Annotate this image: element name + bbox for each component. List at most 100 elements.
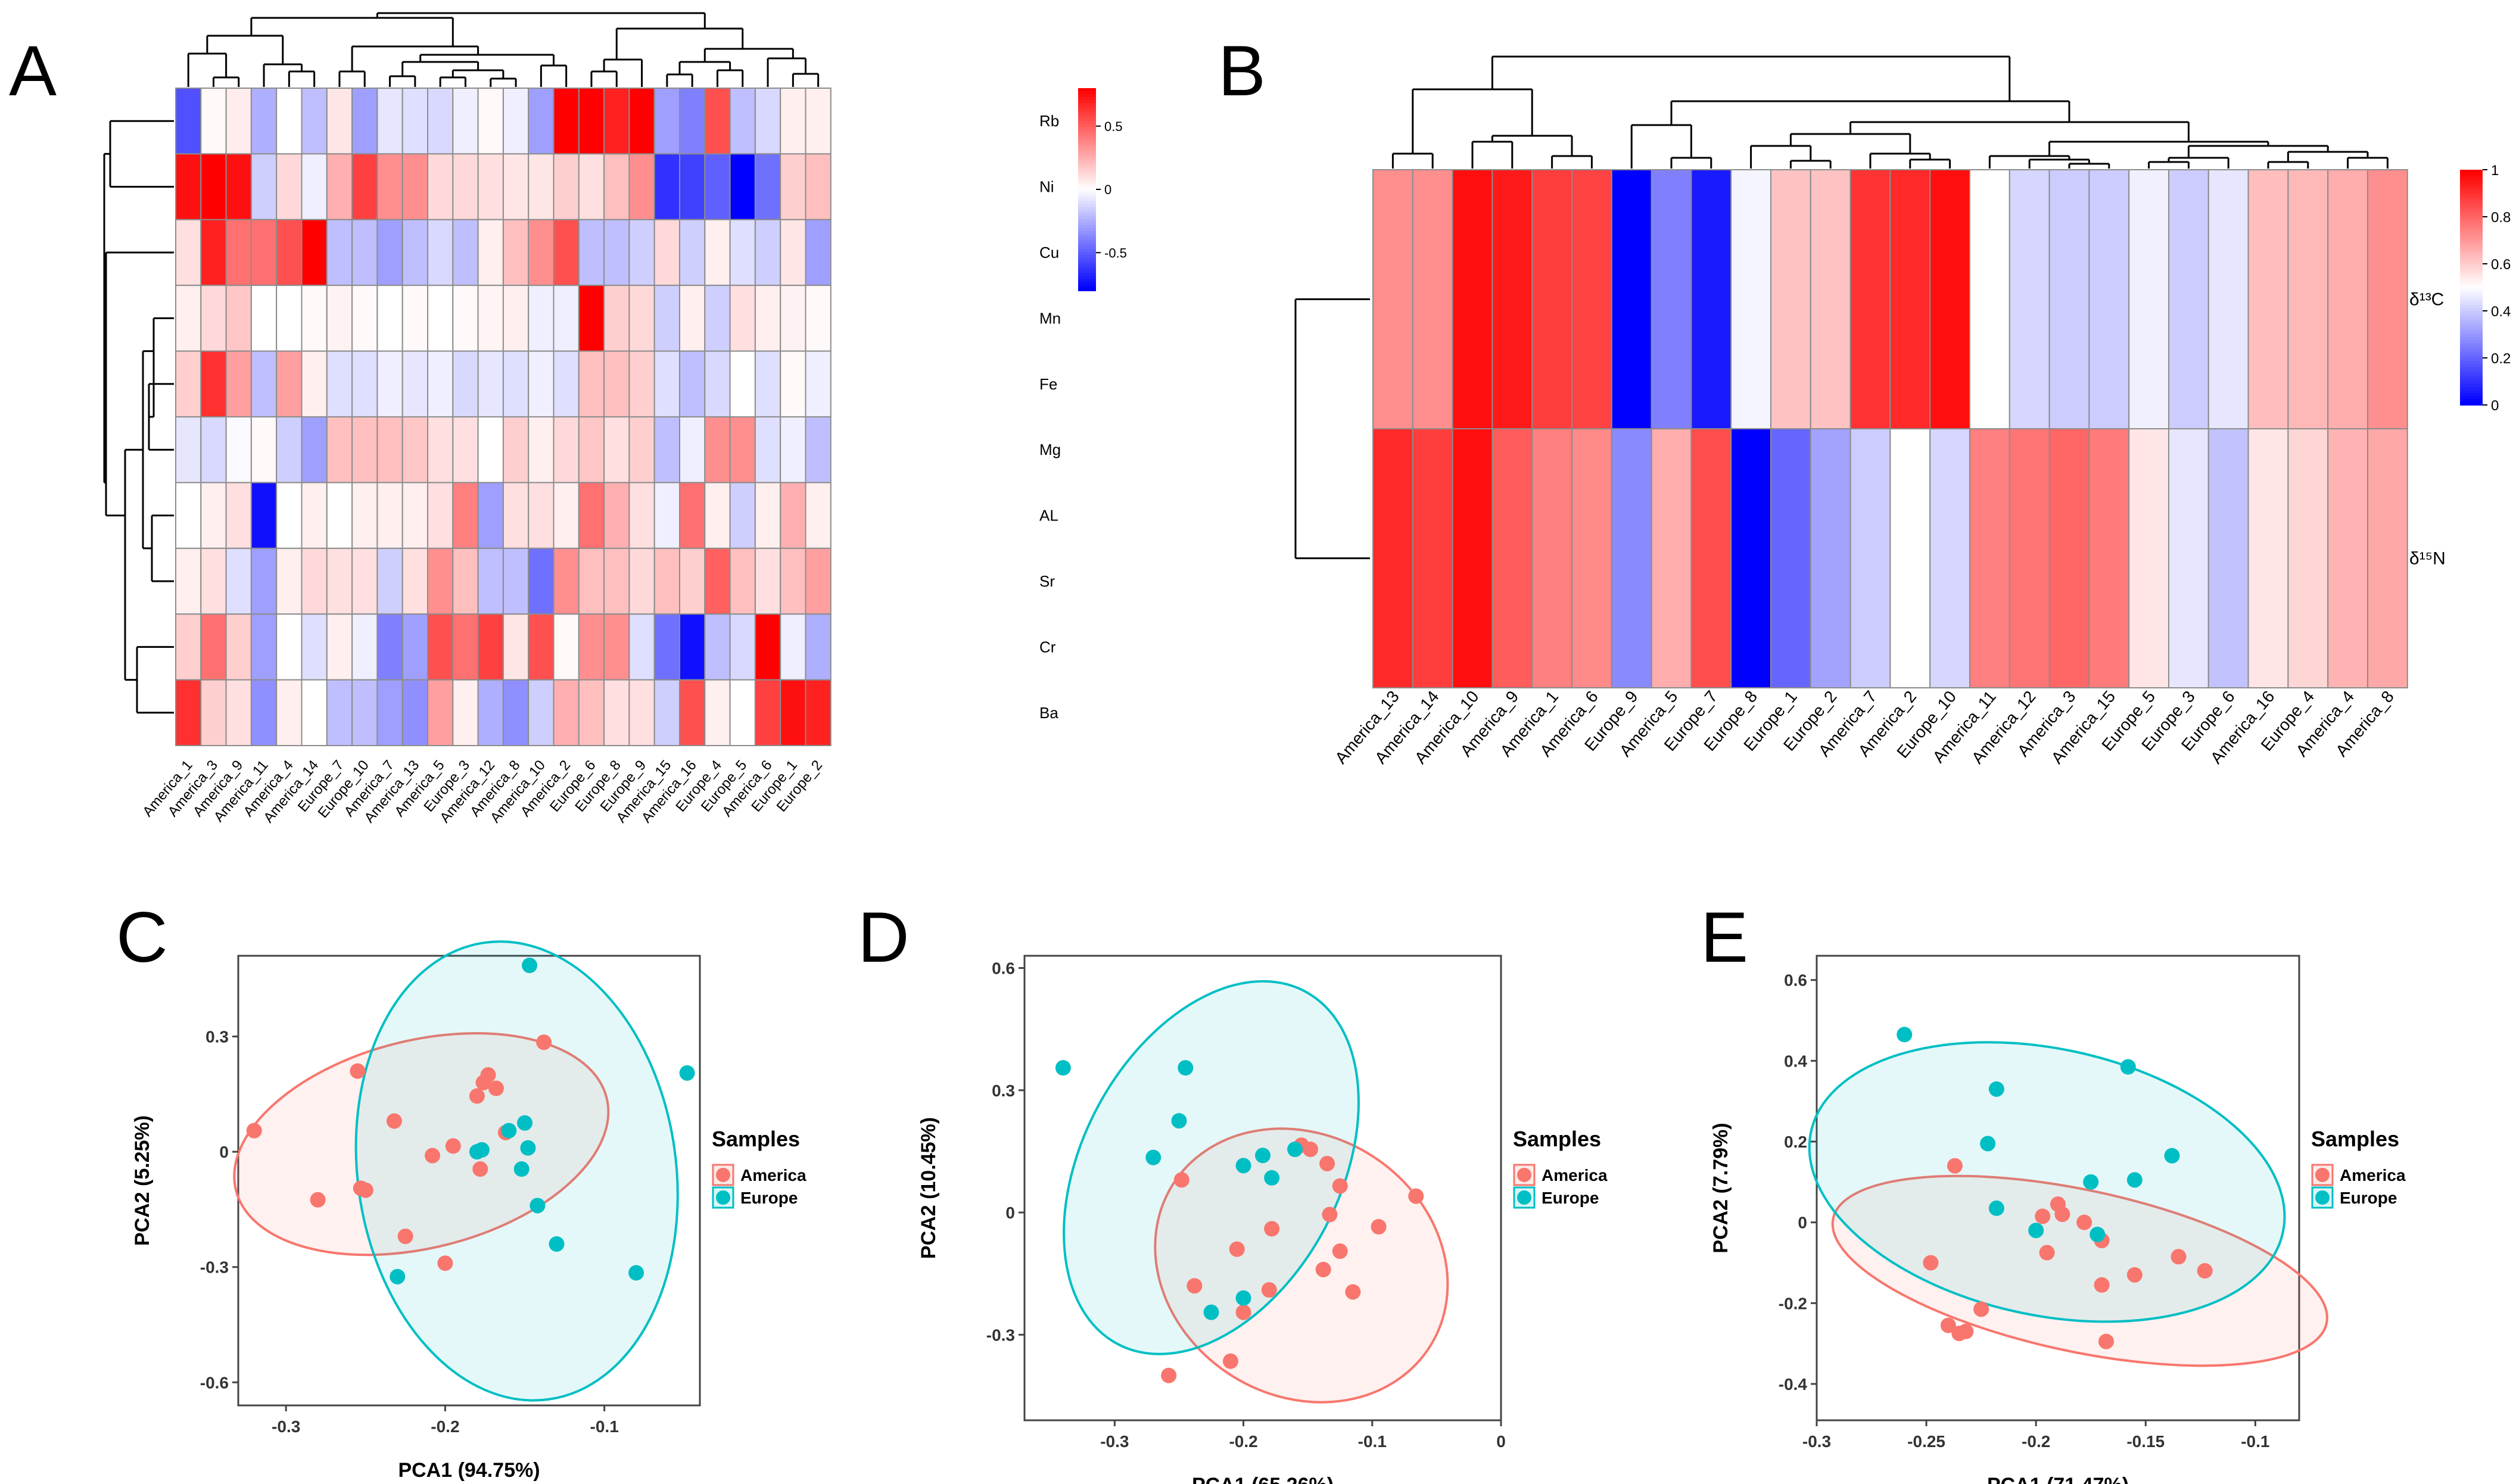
america-point [536, 1034, 552, 1050]
heatmap-cell [452, 219, 479, 286]
europe-point [1980, 1136, 1996, 1152]
heatmap-cell [729, 679, 756, 746]
america-point [1332, 1178, 1348, 1194]
heatmap-cell [225, 416, 252, 484]
heatmap-cell [477, 482, 504, 549]
heatmap-cell [553, 88, 580, 155]
europe-point [2120, 1059, 2136, 1075]
heatmap-cell [754, 679, 781, 746]
colorbar-swatch [1078, 243, 1096, 247]
europe-point [2083, 1174, 2099, 1190]
heatmap-cell [754, 613, 781, 681]
y-tick-label: -0.4 [1779, 1375, 1808, 1393]
heatmap-cell [2207, 169, 2249, 429]
heatmap-cell [175, 153, 202, 220]
heatmap-cell [704, 679, 731, 746]
heatmap-cell [477, 350, 504, 417]
heatmap-cell [704, 547, 731, 615]
heatmap-cell [477, 679, 504, 746]
heatmap-cell [653, 416, 680, 484]
column-dendrogram-a [187, 12, 820, 87]
heatmap-cell [351, 153, 378, 220]
legend-label: Europe [1542, 1189, 1599, 1207]
heatmap-cell [1571, 428, 1612, 688]
legend-title: Samples [2311, 1127, 2399, 1151]
heatmap-cell [754, 88, 781, 155]
heatmap-cell [729, 482, 756, 549]
europe-point [530, 1198, 546, 1214]
america-point [1161, 1367, 1177, 1383]
heatmap-cell [401, 416, 429, 484]
heatmap-cell [200, 153, 227, 220]
panel-letter-a: A [9, 31, 57, 111]
colorbar-swatch [2460, 363, 2483, 367]
heatmap-cell [477, 153, 504, 220]
colorbar-swatch [2460, 378, 2483, 382]
colorbar-swatch [2460, 202, 2483, 206]
europe-point [679, 1065, 695, 1081]
heatmap-cell [301, 679, 328, 746]
europe-point [1264, 1170, 1280, 1186]
colorbar-swatch [2460, 196, 2483, 200]
america-point [488, 1080, 504, 1096]
heatmap-cell [225, 219, 252, 286]
colorbar-swatch [1078, 222, 1096, 226]
heatmap-cell [225, 547, 252, 615]
heatmap-cell [805, 613, 832, 681]
heatmap-cell [351, 219, 378, 286]
europe-point [390, 1268, 406, 1285]
heatmap-cell [502, 482, 530, 549]
heatmap-cell [805, 350, 832, 417]
heatmap-cell [528, 285, 555, 352]
colorbar-tick-label: 0 [1104, 182, 1111, 197]
heatmap-cell [351, 88, 378, 155]
europe-point [2028, 1223, 2044, 1239]
heatmap-cell [1452, 428, 1493, 688]
colorbar-swatch [1078, 231, 1096, 235]
heatmap-cell [2088, 428, 2130, 688]
heatmap-cell [780, 613, 806, 681]
y-tick-label: 0.3 [992, 1081, 1015, 1100]
europe-point [501, 1123, 517, 1139]
heatmap-cell [276, 679, 303, 746]
heatmap-cell [376, 350, 403, 417]
america-point [2098, 1333, 2114, 1349]
heatmap-cell [805, 88, 832, 155]
heatmap-cell [301, 547, 328, 615]
colorbar-swatch [1078, 91, 1096, 95]
heatmap-cell [175, 350, 202, 417]
colorbar-swatch [1078, 228, 1096, 232]
colorbar-swatch [2460, 322, 2483, 326]
colorbar-swatch [1078, 246, 1096, 250]
y-tick-label: 0.3 [205, 1028, 229, 1046]
america-point [2076, 1214, 2092, 1230]
colorbar-swatch [2460, 396, 2483, 400]
heatmap-cell [1969, 428, 2010, 688]
europe-point [1255, 1148, 1270, 1164]
heatmap-cell [301, 482, 328, 549]
row-label: δ¹⁵N [2409, 549, 2446, 569]
colorbar-swatch [2460, 275, 2483, 279]
heatmap-cell [553, 416, 580, 484]
america-point [1345, 1284, 1361, 1300]
heatmap-cell [754, 482, 781, 549]
colorbar-swatch [2460, 193, 2483, 197]
heatmap-cell [754, 153, 781, 220]
heatmap-cell [401, 350, 429, 417]
colorbar-swatch [2460, 237, 2483, 241]
heatmap-cell [729, 416, 756, 484]
america-point [397, 1229, 413, 1245]
heatmap-cell [376, 219, 403, 286]
heatmap-cell [1491, 428, 1533, 688]
america-point [1973, 1301, 1989, 1317]
heatmap-cell [427, 219, 454, 286]
heatmap-cell [754, 350, 781, 417]
colorbar-swatch [1078, 160, 1096, 163]
europe-point [1055, 1060, 1071, 1076]
colorbar-swatch [1078, 216, 1096, 220]
heatmap-cell [2247, 169, 2289, 429]
legend-title: Samples [1513, 1127, 1601, 1151]
heatmap-cell [603, 350, 630, 417]
america-point [1235, 1304, 1251, 1320]
colorbar-swatch [2460, 269, 2483, 273]
